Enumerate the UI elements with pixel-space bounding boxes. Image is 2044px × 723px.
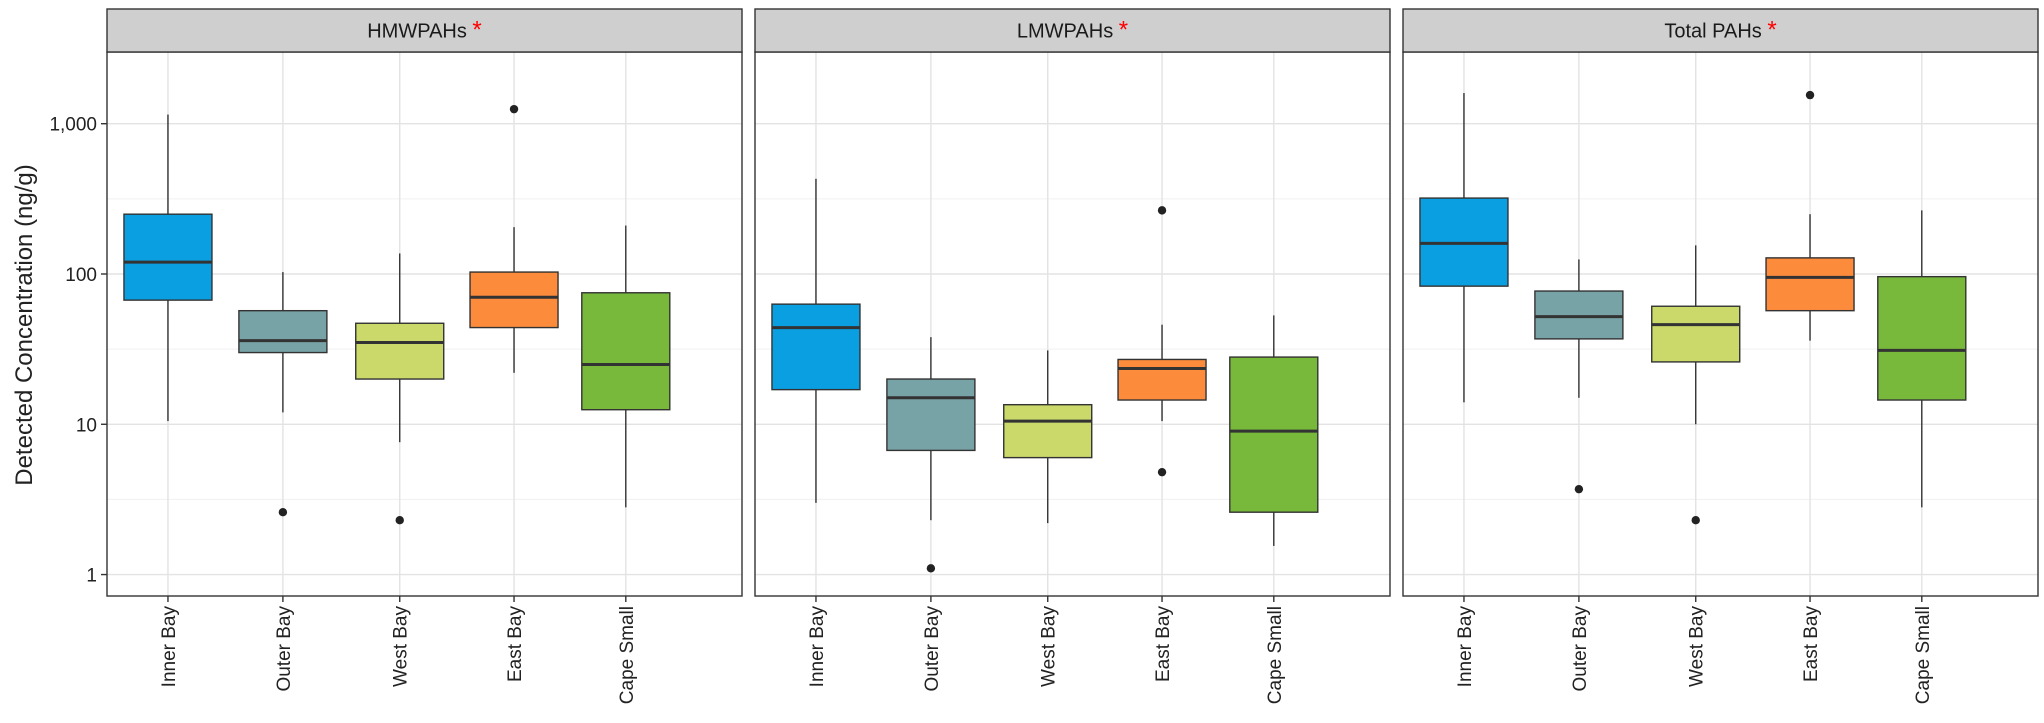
box-cape-small bbox=[1229, 315, 1319, 546]
x-tick-label: Inner Bay bbox=[807, 606, 828, 688]
x-tick-label: Outer Bay bbox=[922, 606, 943, 692]
outlier-point bbox=[1157, 206, 1167, 215]
x-tick-label: Inner Bay bbox=[159, 606, 180, 688]
x-tick-label: West Bay bbox=[1039, 606, 1060, 687]
box-iqr bbox=[1877, 275, 1967, 401]
box-west-bay bbox=[1651, 245, 1741, 525]
outlier-point bbox=[278, 507, 288, 517]
box-iqr bbox=[123, 213, 213, 301]
box-iqr bbox=[1003, 403, 1093, 459]
box-outer-bay bbox=[886, 337, 976, 573]
outlier-point bbox=[1157, 467, 1167, 477]
box-west-bay bbox=[355, 253, 445, 525]
panel-title: LMWPAHs * bbox=[1017, 17, 1128, 44]
box-outer-bay bbox=[238, 272, 328, 517]
box-cape-small bbox=[581, 225, 671, 508]
box-east-bay bbox=[1765, 90, 1855, 341]
x-tick-label: Cape Small bbox=[617, 606, 638, 704]
x-tick-label: East Bay bbox=[1801, 606, 1822, 683]
x-tick-label: Cape Small bbox=[1913, 606, 1934, 704]
box-iqr bbox=[1765, 257, 1855, 312]
box-west-bay bbox=[1003, 350, 1093, 524]
box-iqr bbox=[1534, 290, 1624, 340]
panel-title: HMWPAHs * bbox=[367, 17, 482, 44]
panel-strip bbox=[754, 8, 1391, 53]
y-tick-label: 10 bbox=[76, 415, 97, 436]
x-tick-label: West Bay bbox=[1687, 606, 1708, 687]
x-tick-label: Outer Bay bbox=[274, 606, 295, 692]
outlier-point bbox=[395, 515, 404, 525]
box-iqr bbox=[886, 378, 976, 452]
box-iqr bbox=[771, 303, 861, 391]
panel-title-text: LMWPAHs bbox=[1017, 21, 1119, 43]
significance-marker: * bbox=[1119, 17, 1128, 44]
x-tick-label: East Bay bbox=[505, 606, 526, 683]
x-tick-label: Outer Bay bbox=[1570, 606, 1591, 692]
box-iqr bbox=[469, 271, 559, 329]
significance-marker: * bbox=[472, 17, 481, 44]
panel-title: Total PAHs * bbox=[1664, 17, 1776, 44]
panel-title-text: HMWPAHs bbox=[367, 21, 472, 43]
box-iqr bbox=[1651, 305, 1741, 363]
box-east-bay bbox=[1117, 206, 1207, 477]
y-tick-label: 1,000 bbox=[49, 115, 97, 136]
box-iqr bbox=[238, 309, 328, 354]
panel-strip bbox=[1402, 8, 2039, 53]
box-iqr bbox=[1117, 358, 1207, 401]
x-tick-label: Inner Bay bbox=[1455, 606, 1476, 688]
box-east-bay bbox=[469, 104, 559, 373]
y-tick-label: 100 bbox=[65, 265, 97, 286]
outlier-point bbox=[1691, 515, 1700, 525]
y-tick-label: 1 bbox=[86, 566, 97, 587]
box-inner-bay bbox=[771, 178, 861, 503]
panel-title-text: Total PAHs bbox=[1664, 21, 1767, 43]
x-tick-label: Cape Small bbox=[1265, 606, 1286, 704]
x-tick-label: East Bay bbox=[1153, 606, 1174, 683]
panel-strip bbox=[106, 8, 743, 53]
significance-marker: * bbox=[1767, 17, 1776, 44]
panel-3: Total PAHs * Inner Bay Outer Bay West Bay Ea… bbox=[1402, 8, 2039, 704]
panel-2: LMWPAHs * Inner Bay Outer Bay West Bay East … bbox=[754, 8, 1391, 704]
box-outer-bay bbox=[1534, 259, 1624, 494]
x-tick-label: West Bay bbox=[391, 606, 412, 687]
box-cape-small bbox=[1877, 210, 1967, 508]
box-iqr bbox=[1229, 356, 1319, 513]
box-inner-bay bbox=[123, 114, 213, 422]
box-iqr bbox=[581, 292, 671, 411]
box-inner-bay bbox=[1419, 93, 1509, 403]
outlier-point bbox=[926, 564, 936, 573]
panel-1: HMWPAHs * Inner Bay Outer Bay West Bay East … bbox=[106, 8, 743, 704]
outlier-point bbox=[1805, 90, 1815, 100]
y-axis-title: Detected Concentration (ng/g) bbox=[11, 164, 38, 486]
box-iqr bbox=[355, 322, 445, 380]
outlier-point bbox=[509, 104, 519, 114]
outlier-point bbox=[1574, 484, 1584, 494]
